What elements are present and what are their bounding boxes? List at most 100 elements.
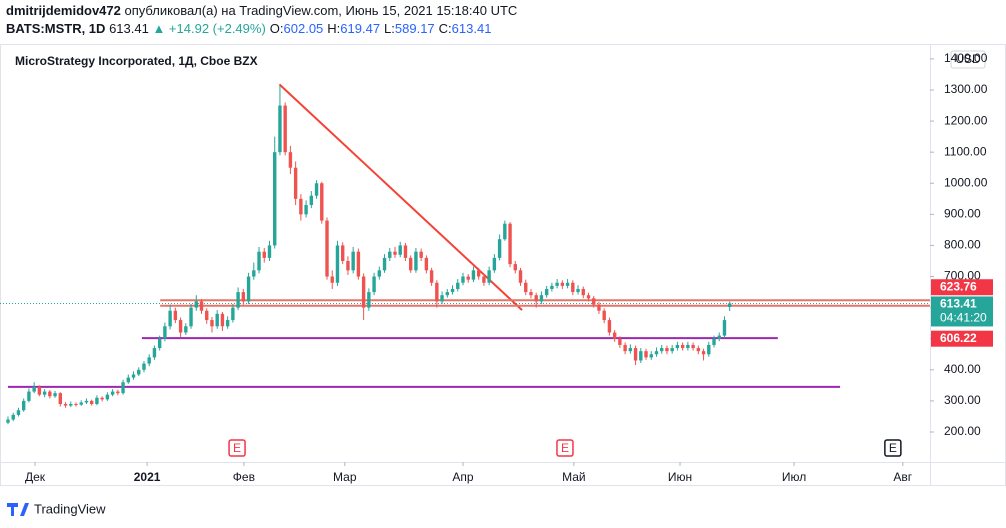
y-tick-label: 400.00 <box>944 362 981 376</box>
published: опубликовал(а) на TradingView.com, Июнь … <box>125 3 518 18</box>
candle-body <box>283 105 287 153</box>
earnings-marker <box>556 439 574 457</box>
x-tick-label: Июн <box>668 470 692 484</box>
candle-body <box>63 404 68 406</box>
candle-body <box>199 301 204 311</box>
candle-body <box>252 270 256 277</box>
candle-body <box>168 310 172 327</box>
candle-body <box>137 369 141 375</box>
candle-body <box>717 335 721 339</box>
candle-body <box>701 351 706 355</box>
x-tick-label: Авг <box>893 470 912 484</box>
candle-body <box>131 374 136 378</box>
y-tick-label: 1200.00 <box>944 113 988 127</box>
candle-body <box>539 295 544 302</box>
candle-body <box>597 304 601 311</box>
candle-body <box>581 288 585 296</box>
user: dmitrijdemidov472 <box>6 3 121 18</box>
candle-body <box>686 344 690 349</box>
candle-body <box>299 198 303 215</box>
candle-body <box>476 270 481 277</box>
candle-body <box>215 313 219 327</box>
candle-body <box>466 276 470 280</box>
candle-body <box>79 402 83 405</box>
candle-body <box>492 257 497 271</box>
candle-body <box>382 257 387 271</box>
candle-body <box>231 307 235 321</box>
candle-body <box>341 245 345 261</box>
currency-box[interactable] <box>950 50 986 69</box>
earnings-label: E <box>889 441 897 455</box>
candle-body <box>377 270 382 277</box>
candle-body <box>482 276 486 283</box>
candle-body <box>147 357 151 364</box>
candle-body <box>623 344 627 352</box>
x-tick-label: Мар <box>333 470 357 484</box>
candle-body <box>450 288 455 293</box>
price-label-box <box>931 296 993 327</box>
candle-body <box>95 397 99 405</box>
plot <box>0 83 930 425</box>
candle-body <box>471 270 476 280</box>
candle-body <box>74 404 78 406</box>
candle-body <box>398 245 402 255</box>
ohlc-label: L: <box>384 21 395 36</box>
candle-body <box>330 276 334 283</box>
candle-body <box>178 320 183 333</box>
earnings-marker <box>228 439 246 457</box>
x-tick-label: Июл <box>782 470 806 484</box>
candle-body <box>116 391 120 394</box>
candle-body <box>309 195 314 206</box>
candle-body <box>565 282 570 286</box>
candle-body <box>424 257 429 271</box>
y-tick-label: 1100.00 <box>944 144 987 158</box>
frame <box>0 44 1006 486</box>
drawing-line <box>278 83 523 311</box>
candle-body <box>27 391 31 401</box>
candle-body <box>89 400 94 405</box>
candle-body <box>429 270 434 283</box>
candle-body <box>691 344 695 349</box>
currency: USD <box>955 52 981 66</box>
candle-body <box>32 386 36 392</box>
candle-body <box>497 239 502 258</box>
candle-body <box>440 295 444 302</box>
candle-body <box>314 183 319 196</box>
ohlc-value: 602.05 <box>284 21 324 36</box>
candle-body <box>670 348 674 352</box>
candle-body <box>435 282 439 302</box>
candle-body <box>534 295 538 302</box>
candle-body <box>503 223 507 240</box>
candle-body <box>576 288 580 293</box>
ohlc-label: H: <box>327 21 340 36</box>
candle-body <box>403 245 408 258</box>
ohlc-label: O: <box>270 21 284 36</box>
candle-body <box>42 391 47 395</box>
candle-body <box>225 320 230 327</box>
candle-body <box>508 223 512 265</box>
y-tick-label: 1300.00 <box>944 82 988 96</box>
candle-body <box>560 282 565 286</box>
candle-body <box>69 404 73 406</box>
candle-body <box>712 338 716 345</box>
candle-body <box>267 245 272 258</box>
candle-body <box>11 414 15 420</box>
candle-body <box>602 310 606 321</box>
y-tick-label: 300.00 <box>944 393 981 407</box>
symbol-line: BATS:MSTR, 1D 613.41 ▲ +14.92 (+2.49%) O:… <box>6 21 491 36</box>
price-label-box <box>931 330 993 347</box>
earnings-marker <box>884 439 902 457</box>
candle-body <box>241 292 246 302</box>
candle-body <box>100 397 104 400</box>
candle-body <box>393 251 397 255</box>
candle-body <box>367 292 371 308</box>
candle-body <box>335 245 340 283</box>
candle-body <box>273 152 277 246</box>
candle-body <box>592 298 596 305</box>
brand: TradingView <box>34 501 106 516</box>
candle-body <box>445 292 449 296</box>
candle-body <box>571 282 575 293</box>
candle-body <box>210 320 214 327</box>
ohlc-value: 619.47 <box>340 21 380 36</box>
